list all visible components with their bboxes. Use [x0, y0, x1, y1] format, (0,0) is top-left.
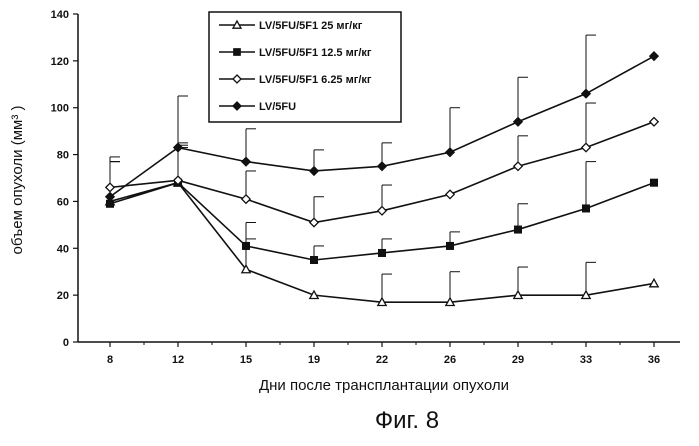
- marker-square: [311, 257, 318, 264]
- y-tick-label: 20: [57, 290, 69, 302]
- marker-square: [234, 49, 240, 55]
- x-tick-label: 36: [648, 354, 660, 366]
- y-tick-label: 60: [57, 196, 69, 208]
- marker-square: [447, 243, 454, 250]
- marker-square: [583, 205, 590, 212]
- marker-triangle: [650, 279, 658, 287]
- x-tick-label: 12: [172, 354, 184, 366]
- marker-open-diamond: [242, 195, 250, 203]
- marker-filled-diamond: [514, 118, 522, 126]
- y-tick-label: 120: [51, 56, 69, 68]
- y-tick-label: 0: [63, 337, 69, 349]
- legend-entry: LV/5FU/5F1 12.5 мг/кг: [259, 47, 372, 59]
- legend-entry: LV/5FU: [259, 101, 296, 113]
- marker-filled-diamond: [650, 52, 658, 60]
- marker-open-diamond: [310, 218, 318, 226]
- x-tick-label: 8: [107, 354, 113, 366]
- y-tick-label: 40: [57, 243, 69, 255]
- legend-entry: LV/5FU/5F1 6.25 мг/кг: [259, 74, 372, 86]
- marker-square: [515, 226, 522, 233]
- x-tick-label: 22: [376, 354, 388, 366]
- y-tick-label: 100: [51, 103, 69, 115]
- y-tick-label: 140: [51, 9, 69, 21]
- marker-filled-diamond: [242, 157, 250, 165]
- marker-open-diamond: [378, 207, 386, 215]
- legend-entry: LV/5FU/5F1 25 мг/кг: [259, 20, 363, 32]
- x-tick-label: 26: [444, 354, 456, 366]
- marker-square: [243, 243, 250, 250]
- marker-square: [379, 250, 386, 257]
- x-tick-label: 19: [308, 354, 320, 366]
- marker-filled-diamond: [378, 162, 386, 170]
- marker-square: [651, 179, 658, 186]
- marker-open-diamond: [514, 162, 522, 170]
- legend: LV/5FU/5F1 25 мг/кг LV/5FU/5F1 12.5 мг/кг…: [209, 12, 401, 122]
- marker-filled-diamond: [582, 89, 590, 97]
- marker-open-diamond: [650, 118, 658, 126]
- x-axis-title: Дни после трансплантации опухоли: [259, 377, 509, 394]
- x-tick-label: 33: [580, 354, 592, 366]
- y-axis-title: объем опухоли (мм³ ): [9, 105, 26, 254]
- marker-open-diamond: [446, 190, 454, 198]
- marker-filled-diamond: [310, 167, 318, 175]
- x-tick-label: 29: [512, 354, 524, 366]
- marker-filled-diamond: [446, 148, 454, 156]
- marker-open-diamond: [106, 183, 114, 191]
- marker-open-diamond: [582, 143, 590, 151]
- x-tick-label: 15: [240, 354, 252, 366]
- y-tick-label: 80: [57, 150, 69, 162]
- figure-caption: Фиг. 8: [375, 407, 439, 434]
